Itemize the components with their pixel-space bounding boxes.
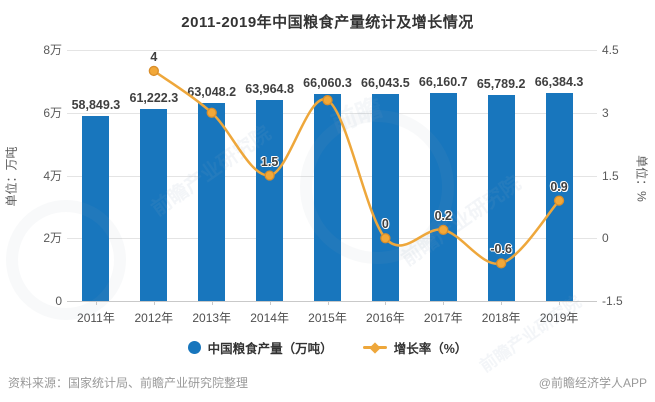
line-icon-diamond [369,341,381,354]
x-axis-label: 2017年 [423,311,463,325]
line-value-label: 0 [381,217,389,232]
line-marker [553,195,565,206]
line-marker [264,170,275,181]
growth-line-layer [148,65,565,269]
y-axis-tick-right: 4.5 [602,43,619,57]
line-marker [206,107,217,118]
bar-2014 [256,100,284,301]
x-axis-tick [153,301,155,305]
bar-value-label: 66,384.3 [534,74,584,89]
y-axis-tick-right: 1.5 [602,168,619,183]
bar-series-icon [187,341,201,354]
y-axis-tick-left: 6万 [43,105,62,120]
chart-title: 2011-2019年中国粮食产量统计及增长情况 [181,14,474,31]
x-axis-tick [211,301,213,305]
growth-line [153,69,560,265]
y-axis-tick-left: 8万 [43,43,62,57]
y-axis-tick-right: -1.5 [602,294,623,308]
gridline [67,50,597,51]
y-axis-tick-left: 4万 [43,168,62,183]
legend-item-production: 中国粮食产量（万吨） [187,338,333,357]
bar-2015 [314,93,341,301]
line-value-label: 0.9 [550,179,568,194]
x-axis-tick [269,301,271,305]
plot-area: 58,849.3 2011年 61,222.3 2012年 63,048.2 2013年 6… [67,49,597,325]
line-marker [322,95,333,106]
x-axis-tick [95,301,97,305]
bar-2011 [82,116,110,301]
legend-label: 中国粮食产量（万吨） [207,342,333,356]
x-axis-tick [385,301,387,305]
bar-value-label: 66,060.3 [303,75,352,90]
y-axis-tick-right: 0 [602,231,609,246]
x-axis-label: 2012年 [134,311,174,325]
x-axis-label: 2019年 [539,311,579,325]
x-axis-tick [501,301,503,305]
x-axis-label: 2016年 [366,311,405,325]
legend-item-growth: 增长率（%） [362,338,468,357]
y-axis-tick-left: 0 [55,294,62,308]
bar-2013 [198,103,226,301]
y-axis-tick-right: 3 [602,105,609,120]
line-value-label: 1.5 [260,154,279,169]
line-value-label: -0.6 [490,242,512,257]
bar-2017 [429,93,457,301]
bar-value-label: 66,160.7 [418,75,468,90]
x-axis-label: 2015年 [308,311,347,325]
bar-value-label: 66,043.5 [361,75,410,90]
x-axis-label: 2014年 [250,311,289,325]
x-axis-label: 2013年 [192,311,232,325]
credit-text: @前瞻经济学人APP [538,376,647,390]
line-marker [380,233,391,244]
footer: 资料来源：国家统计局、前瞻产业研究院整理 @前瞻经济学人APP [8,374,647,391]
bar-2016 [371,93,399,301]
line-marker [438,224,449,236]
bar-value-label: 63,048.2 [187,85,237,100]
legend-label: 增长率（%） [393,342,468,356]
legend: 中国粮食产量（万吨） 增长率（%） [0,338,655,357]
line-value-label: 4 [150,49,158,64]
x-axis-label: 2011年 [77,311,115,325]
bar-value-label: 61,222.3 [129,90,179,105]
bar-2012 [140,108,168,301]
bar-value-label: 63,964.8 [245,82,294,97]
bar-value-label: 65,789.2 [476,76,526,91]
line-marker [148,65,159,77]
x-axis-label: 2018年 [481,311,521,325]
data-source-text: 资料来源：国家统计局、前瞻产业研究院整理 [8,376,249,390]
y-axis-tick-left: 2万 [43,231,62,246]
line-series-icon [362,341,387,354]
bar-value-label: 58,849.3 [71,98,121,113]
line-value-label: 0.2 [434,208,452,223]
x-axis-tick [559,301,561,305]
x-axis-tick [443,301,445,305]
x-axis-line [67,301,597,302]
line-marker [496,258,507,269]
x-axis-tick [327,301,329,305]
